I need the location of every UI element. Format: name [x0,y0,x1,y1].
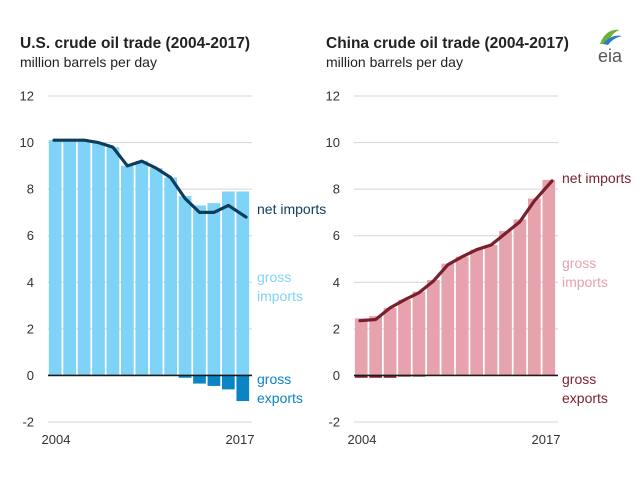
eia-logo-text: eia [598,46,623,66]
gross-imports-bar [92,142,105,376]
y-tick-label: 4 [27,275,34,290]
gross-imports-bar [499,231,512,376]
net-imports-label: net imports [562,170,631,186]
gross-exports-label-line: gross [562,371,596,387]
y-tick-label: 12 [20,89,34,104]
x-tick-label-start: 2004 [348,432,377,447]
eia-logo-swoosh-blue [603,35,622,45]
gross-exports-bar [369,375,382,378]
gross-exports-bar [193,375,206,384]
y-tick-label: 8 [333,182,340,197]
y-tick-label: 4 [333,275,340,290]
y-tick-label: 6 [333,228,340,243]
gross-exports-bar [354,375,368,378]
x-tick-label-start: 2004 [42,432,71,447]
china-crude-oil-chart: -2 0 2 4 6 8 10 12 2004 2017 net imports gross impor… [326,89,632,448]
y-tick-label: 10 [20,135,34,150]
gross-imports-bar [484,245,498,376]
gross-exports-bar [383,375,397,378]
gross-exports-bar [207,375,221,386]
y-tick-label: 2 [333,321,340,336]
y-tick-label: 10 [326,135,340,150]
gross-imports-bar [369,316,382,376]
gross-exports-label: gross exports [257,371,303,406]
gross-imports-bar [63,140,76,376]
y-tick-label: 12 [326,89,340,104]
gross-imports-bar [528,198,541,376]
gross-imports-bar [455,256,469,376]
y-tick-label: -2 [328,415,340,430]
gross-exports-label-line: exports [257,390,303,406]
gross-imports-bar [48,140,62,376]
china-chart-title: China crude oil trade (2004-2017) [326,35,569,52]
gross-exports-bar [178,375,192,378]
gross-imports-bar [542,179,556,376]
us-chart-title: U.S. crude oil trade (2004-2017) [20,35,250,52]
gross-imports-bar [470,249,483,376]
y-tick-label: 0 [27,368,34,383]
gross-imports-bar [178,196,192,376]
gross-exports-bar [222,375,235,390]
gross-imports-bar [149,168,163,376]
gross-imports-bar [121,165,134,376]
gross-imports-label-line: imports [562,274,608,290]
y-tick-label: 8 [27,182,34,197]
net-imports-line [52,138,248,219]
gross-imports-bar [193,205,206,376]
y-tick-label: 0 [333,368,340,383]
y-tick-label: -2 [22,415,34,430]
net-imports-label: net imports [257,201,326,217]
gross-exports-label-line: gross [257,371,291,387]
gross-imports-bar [383,307,397,376]
gross-imports-bar [236,191,250,376]
x-tick-label-end: 2017 [532,432,561,447]
gross-imports-bar [135,161,149,376]
net-imports-line [358,179,554,323]
gross-imports-bar [164,177,177,376]
us-chart-subtitle: million barrels per day [20,54,157,70]
x-tick-label-end: 2017 [226,432,255,447]
gross-imports-label-line: imports [257,288,303,304]
gross-imports-bar [441,263,455,376]
eia-logo-swoosh [600,29,620,44]
gross-exports-label-line: exports [562,390,608,406]
gross-imports-bar [222,191,235,376]
gross-imports-label: gross imports [562,255,608,290]
gross-imports-label-line: gross [562,255,596,271]
gross-imports-label-line: gross [257,269,291,285]
gross-imports-bar [513,219,527,376]
gross-imports-bar [77,140,91,376]
gross-imports-bar [427,279,440,376]
gross-exports-bar [236,375,250,402]
us-crude-oil-chart: -2 0 2 4 6 8 10 12 2004 2017 net imports gross impor… [20,89,327,448]
gross-imports-bar [412,291,426,376]
gross-imports-label: gross imports [257,269,303,304]
china-chart-subtitle: million barrels per day [326,54,463,70]
eia-logo: eia [598,29,623,66]
gross-imports-bar [207,203,221,376]
gross-imports-bar [398,299,411,376]
gross-imports-bar [106,147,120,376]
gross-imports-bar [354,318,368,376]
gross-exports-label: gross exports [562,371,608,406]
y-tick-label: 2 [27,321,34,336]
y-tick-label: 6 [27,228,34,243]
